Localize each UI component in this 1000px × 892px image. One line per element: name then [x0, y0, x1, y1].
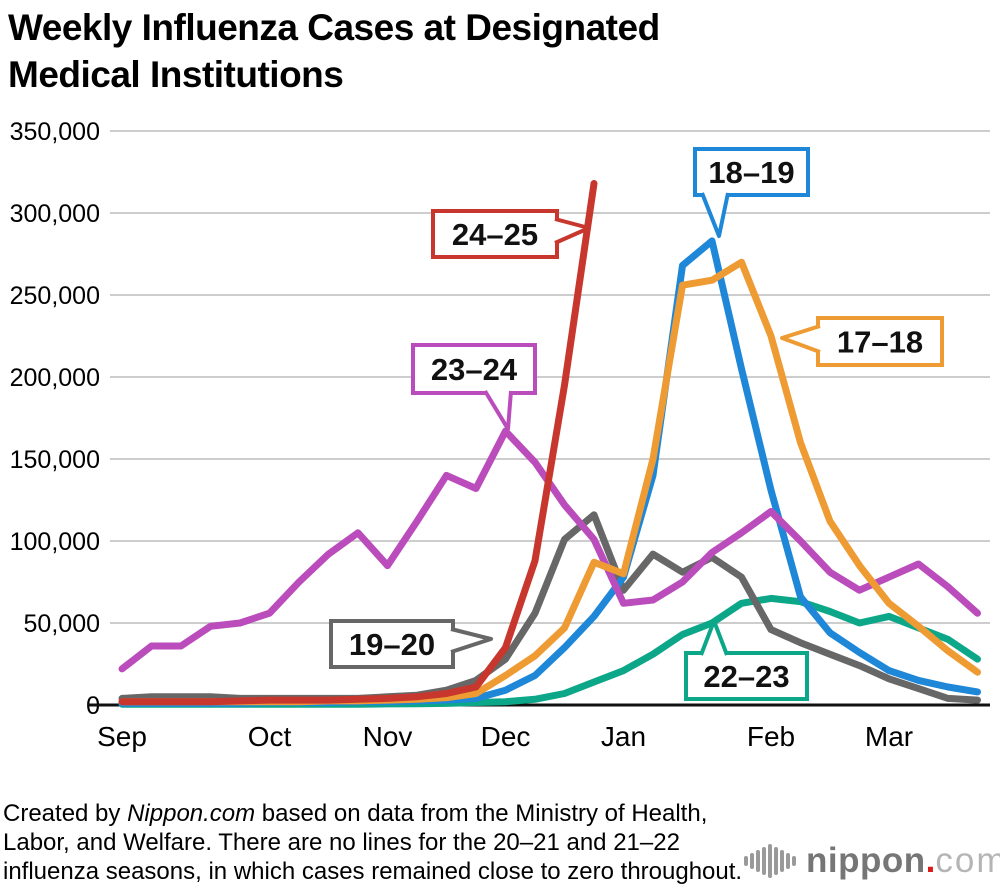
y-tick-label: 50,000 [24, 610, 100, 638]
callout-pointer-season-22-23 [699, 619, 729, 656]
series-line-season-19-20 [118, 511, 981, 704]
callout-box-season-19-20 [329, 619, 455, 669]
callout-season-22-23: 22–23 [684, 619, 809, 701]
x-tick-label-mar: Mar [865, 721, 913, 752]
x-tick-label-dec: Dec [481, 721, 531, 752]
callout-label-season-23-24: 23–24 [431, 352, 518, 387]
callout-box-season-23-24 [411, 343, 537, 395]
x-tick-label-nov: Nov [363, 721, 413, 752]
callout-pointer-season-23-24 [483, 389, 513, 431]
callout-pointer-season-19-20 [450, 627, 493, 654]
y-tick-label: 100,000 [10, 528, 100, 556]
source-note-line1: Created by Nippon.com based on data from… [3, 800, 708, 827]
callout-label-season-22-23: 22–23 [703, 659, 789, 694]
callout-season-19-20: 19–20 [329, 619, 493, 669]
callout-label-season-18-19: 18–19 [708, 155, 794, 190]
soundwave-icon [744, 843, 798, 878]
series-line-season-22-23 [118, 594, 981, 708]
callout-box-season-18-19 [693, 147, 810, 197]
chart-title-line2: Medical Institutions [8, 54, 344, 95]
callout-label-season-24-25: 24–25 [452, 217, 538, 252]
callout-pointer-season-17-18 [780, 324, 821, 354]
nippon-com-wordmark: nippon.com [806, 841, 1000, 880]
callout-season-23-24: 23–24 [411, 343, 537, 431]
series-line-season-24-25 [118, 180, 598, 706]
callout-pointer-season-18-19 [700, 192, 730, 238]
callout-season-17-18: 17–18 [780, 316, 944, 367]
source-note: Created by Nippon.com based on data from… [3, 799, 742, 886]
y-tick-label: 250,000 [10, 282, 100, 310]
callout-label-season-19-20: 19–20 [349, 627, 435, 662]
nippon-com-logo: nippon.com [744, 843, 1000, 878]
chart-title-line1: Weekly Influenza Cases at Designated [8, 7, 660, 48]
y-tick-label: 350,000 [10, 118, 100, 146]
influenza-line-chart: 050,000100,000150,000200,000250,000300,0… [10, 118, 990, 752]
callout-pointer-season-24-25 [554, 217, 591, 245]
callout-label-season-17-18: 17–18 [837, 325, 923, 360]
y-tick-label: 150,000 [10, 446, 100, 474]
y-tick-label: 200,000 [10, 364, 100, 392]
x-tick-label-jan: Jan [601, 721, 646, 752]
callout-season-24-25: 24–25 [431, 209, 591, 259]
brand-name: Nippon.com [127, 800, 256, 827]
callout-season-18-19: 18–19 [693, 147, 810, 238]
callout-box-season-22-23 [684, 651, 809, 701]
x-tick-label-feb: Feb [747, 721, 795, 752]
source-note-line2: Labor, and Welfare. There are no lines f… [3, 829, 680, 856]
source-note-line3: influenza seasons, in which cases remain… [3, 858, 743, 885]
x-tick-label-sep: Sep [97, 721, 147, 752]
y-tick-label: 300,000 [10, 200, 100, 228]
x-tick-label-oct: Oct [248, 721, 292, 752]
chart-title: Weekly Influenza Cases at Designated Med… [8, 4, 660, 98]
